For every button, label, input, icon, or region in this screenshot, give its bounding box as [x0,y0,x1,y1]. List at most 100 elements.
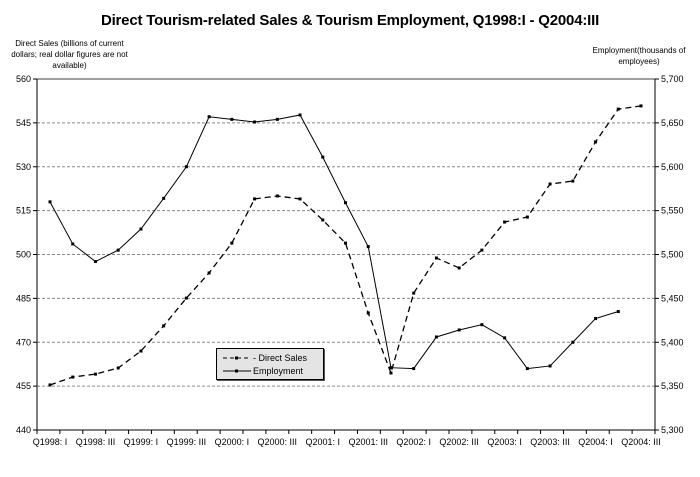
x-tick-label: Q2003: III [530,437,570,447]
data-point-marker [207,115,211,119]
data-point-marker [503,336,507,340]
data-point-marker [93,372,97,376]
data-point-marker [434,335,438,339]
data-point-marker [93,260,97,264]
data-point-marker [548,182,552,186]
data-point-marker [184,296,188,300]
data-point-marker [616,310,620,314]
x-tick-label: Q2000: III [258,437,298,447]
data-point-marker [525,215,529,219]
y2-tick-label: 5,650 [661,118,684,128]
data-point-marker [389,371,393,375]
data-point-marker [48,200,52,204]
data-point-marker [480,248,484,252]
y2-tick-label: 5,700 [661,74,684,84]
data-point-marker [412,367,416,371]
data-point-marker [571,340,575,344]
data-point-marker [548,364,552,368]
data-point-marker [457,266,461,270]
data-point-marker [571,179,575,183]
data-point-marker [48,383,52,387]
y2-tick-label: 5,600 [661,162,684,172]
data-point-marker [139,349,143,353]
y-tick-label: 500 [16,250,31,260]
y-tick-label: 440 [16,425,31,435]
data-point-marker [230,117,234,121]
data-point-marker [366,245,370,249]
y-tick-label: 485 [16,293,31,303]
x-tick-label: Q2002: I [396,437,431,447]
axes: 440 5,300 455 5,350 470 5,400 485 5,450 500 5,500… [16,74,684,447]
chart-title: Direct Tourism-related Sales & Tourism E… [100,12,600,29]
y2-tick-label: 5,550 [661,206,684,216]
data-point-marker [275,194,279,198]
y-tick-label: 530 [16,162,31,172]
data-point-marker [71,242,75,246]
x-tick-label: Q2000: I [215,437,250,447]
y-tick-label: 455 [16,381,31,391]
x-tick-label: Q1998: III [76,437,116,447]
data-series [48,104,643,387]
data-point-marker [162,324,166,328]
legend-item-employment: Employment [223,365,303,377]
y-tick-label: 560 [16,74,31,84]
data-point-marker [116,366,120,370]
data-point-marker [230,241,234,245]
dashed-line-marker-icon [223,356,251,360]
x-tick-label: Q1999: I [124,437,159,447]
data-point-marker [344,201,347,205]
data-point-marker [162,196,166,200]
x-tick-label: Q1998: I [33,437,68,447]
y-axis-right-label: Employment(thousands of employees) [592,46,686,66]
x-tick-label: Q2004: III [621,437,661,447]
y2-tick-label: 5,350 [661,381,684,391]
data-point-marker [639,104,643,108]
data-point-marker [457,328,461,332]
chart-legend: - Direct Sales Employment [216,348,324,380]
x-tick-label: Q1999: III [167,437,207,447]
x-tick-label: Q2004: I [578,437,613,447]
data-point-marker [480,323,484,327]
data-point-marker [116,248,120,252]
x-tick-label: Q2003: I [487,437,522,447]
y2-tick-label: 5,450 [661,293,684,303]
legend-item-direct-sales: - Direct Sales [223,352,307,364]
solid-line-marker-icon [223,369,251,373]
y2-tick-label: 5,300 [661,425,684,435]
employment-line [49,114,619,370]
data-point-marker [366,311,370,315]
data-point-marker [139,227,143,231]
legend-label: - Direct Sales [253,353,308,363]
data-point-marker [616,107,620,111]
y2-tick-label: 5,500 [661,250,684,260]
data-point-marker [344,241,347,245]
data-point-marker [298,197,302,201]
y-tick-label: 545 [16,118,31,128]
y2-tick-label: 5,400 [661,337,684,347]
x-tick-label: Q2001: I [306,437,341,447]
data-point-marker [434,256,438,260]
data-point-marker [321,155,325,159]
data-point-marker [253,120,257,124]
data-point-marker [298,113,302,117]
gridlines [37,122,655,387]
data-point-marker [412,291,416,295]
data-point-marker [71,375,75,379]
data-point-marker [184,165,188,169]
direct-sales-line [49,105,642,386]
data-point-marker [253,197,257,201]
data-point-marker [207,271,211,275]
data-point-marker [594,140,598,144]
data-point-marker [525,367,529,371]
y-axis-left-label: Direct Sales (billions of current dollar… [11,39,128,70]
x-tick-label: Q2002: III [439,437,479,447]
data-point-marker [321,218,325,222]
data-point-marker [503,220,507,224]
y-tick-label: 470 [16,337,31,347]
data-point-marker [389,366,393,370]
legend-label: Employment [253,366,304,376]
data-point-marker [594,317,598,321]
x-tick-label: Q2001: III [348,437,388,447]
y-tick-label: 515 [16,206,31,216]
